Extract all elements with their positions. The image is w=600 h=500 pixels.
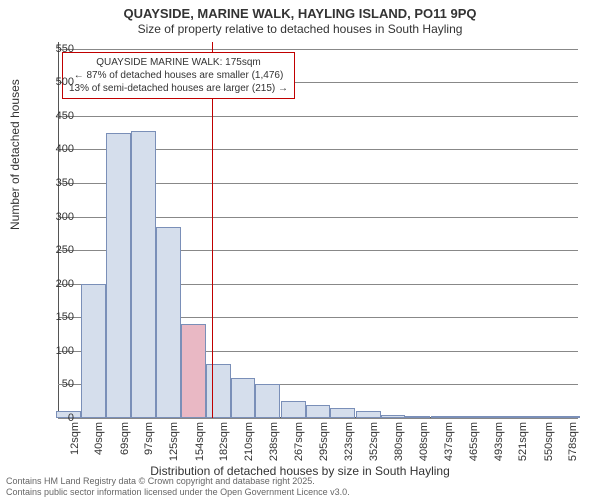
histogram-bar: [356, 411, 381, 418]
x-tick-label: 267sqm: [293, 422, 305, 466]
y-tick-label: 100: [34, 345, 74, 357]
histogram-bar: [231, 378, 256, 418]
footer-line-2: Contains public sector information licen…: [6, 487, 350, 498]
y-tick-label: 350: [34, 177, 74, 189]
histogram-bar: [555, 416, 580, 418]
x-tick-label: 295sqm: [318, 422, 330, 466]
y-tick-label: 50: [34, 378, 74, 390]
histogram-bar: [181, 324, 206, 418]
x-tick-label: 97sqm: [143, 422, 155, 466]
y-axis-line: [58, 42, 59, 418]
x-tick-label: 182sqm: [218, 422, 230, 466]
grid-line: [58, 418, 578, 419]
histogram-bar: [330, 408, 355, 418]
chart-container: QUAYSIDE, MARINE WALK, HAYLING ISLAND, P…: [0, 0, 600, 500]
x-tick-label: 380sqm: [393, 422, 405, 466]
y-tick-label: 300: [34, 211, 74, 223]
histogram-bar: [505, 416, 530, 418]
grid-line: [58, 116, 578, 117]
y-tick-label: 250: [34, 244, 74, 256]
histogram-bar: [131, 131, 156, 418]
x-tick-label: 437sqm: [443, 422, 455, 466]
x-tick-label: 578sqm: [567, 422, 579, 466]
histogram-bar: [431, 416, 456, 418]
y-tick-label: 400: [34, 143, 74, 155]
footer-attribution: Contains HM Land Registry data © Crown c…: [6, 476, 350, 498]
plot-area: QUAYSIDE MARINE WALK: 175sqm← 87% of det…: [58, 42, 578, 418]
histogram-bar: [206, 364, 231, 418]
x-tick-label: 125sqm: [168, 422, 180, 466]
x-tick-label: 352sqm: [368, 422, 380, 466]
x-tick-label: 154sqm: [194, 422, 206, 466]
y-tick-label: 150: [34, 311, 74, 323]
x-tick-label: 238sqm: [268, 422, 280, 466]
y-tick-label: 0: [34, 412, 74, 424]
x-tick-label: 408sqm: [418, 422, 430, 466]
histogram-bar: [306, 405, 331, 418]
x-tick-label: 493sqm: [493, 422, 505, 466]
annotation-line-2: ← 87% of detached houses are smaller (1,…: [69, 69, 288, 82]
x-tick-label: 323sqm: [343, 422, 355, 466]
y-tick-label: 500: [34, 76, 74, 88]
annotation-box: QUAYSIDE MARINE WALK: 175sqm← 87% of det…: [62, 52, 295, 99]
annotation-line-3: 13% of semi-detached houses are larger (…: [69, 82, 288, 95]
histogram-bar: [530, 416, 555, 418]
annotation-line-1: QUAYSIDE MARINE WALK: 175sqm: [69, 56, 288, 69]
histogram-bar: [281, 401, 306, 418]
y-tick-label: 550: [34, 43, 74, 55]
x-tick-label: 69sqm: [119, 422, 131, 466]
x-tick-label: 465sqm: [468, 422, 480, 466]
histogram-bar: [81, 284, 106, 418]
y-tick-label: 200: [34, 278, 74, 290]
histogram-bar: [156, 227, 181, 418]
x-tick-label: 521sqm: [517, 422, 529, 466]
x-tick-label: 40sqm: [93, 422, 105, 466]
histogram-bar: [455, 416, 480, 418]
x-tick-label: 550sqm: [543, 422, 555, 466]
histogram-bar: [480, 416, 505, 418]
grid-line: [58, 49, 578, 50]
x-tick-label: 12sqm: [69, 422, 81, 466]
footer-line-1: Contains HM Land Registry data © Crown c…: [6, 476, 350, 487]
chart-title: QUAYSIDE, MARINE WALK, HAYLING ISLAND, P…: [0, 6, 600, 21]
chart-subtitle: Size of property relative to detached ho…: [0, 22, 600, 36]
histogram-bar: [381, 415, 406, 418]
x-tick-label: 210sqm: [243, 422, 255, 466]
y-tick-label: 450: [34, 110, 74, 122]
histogram-bar: [405, 416, 430, 418]
histogram-bar: [255, 384, 280, 418]
y-axis-label: Number of detached houses: [8, 79, 22, 230]
histogram-bar: [106, 133, 131, 418]
